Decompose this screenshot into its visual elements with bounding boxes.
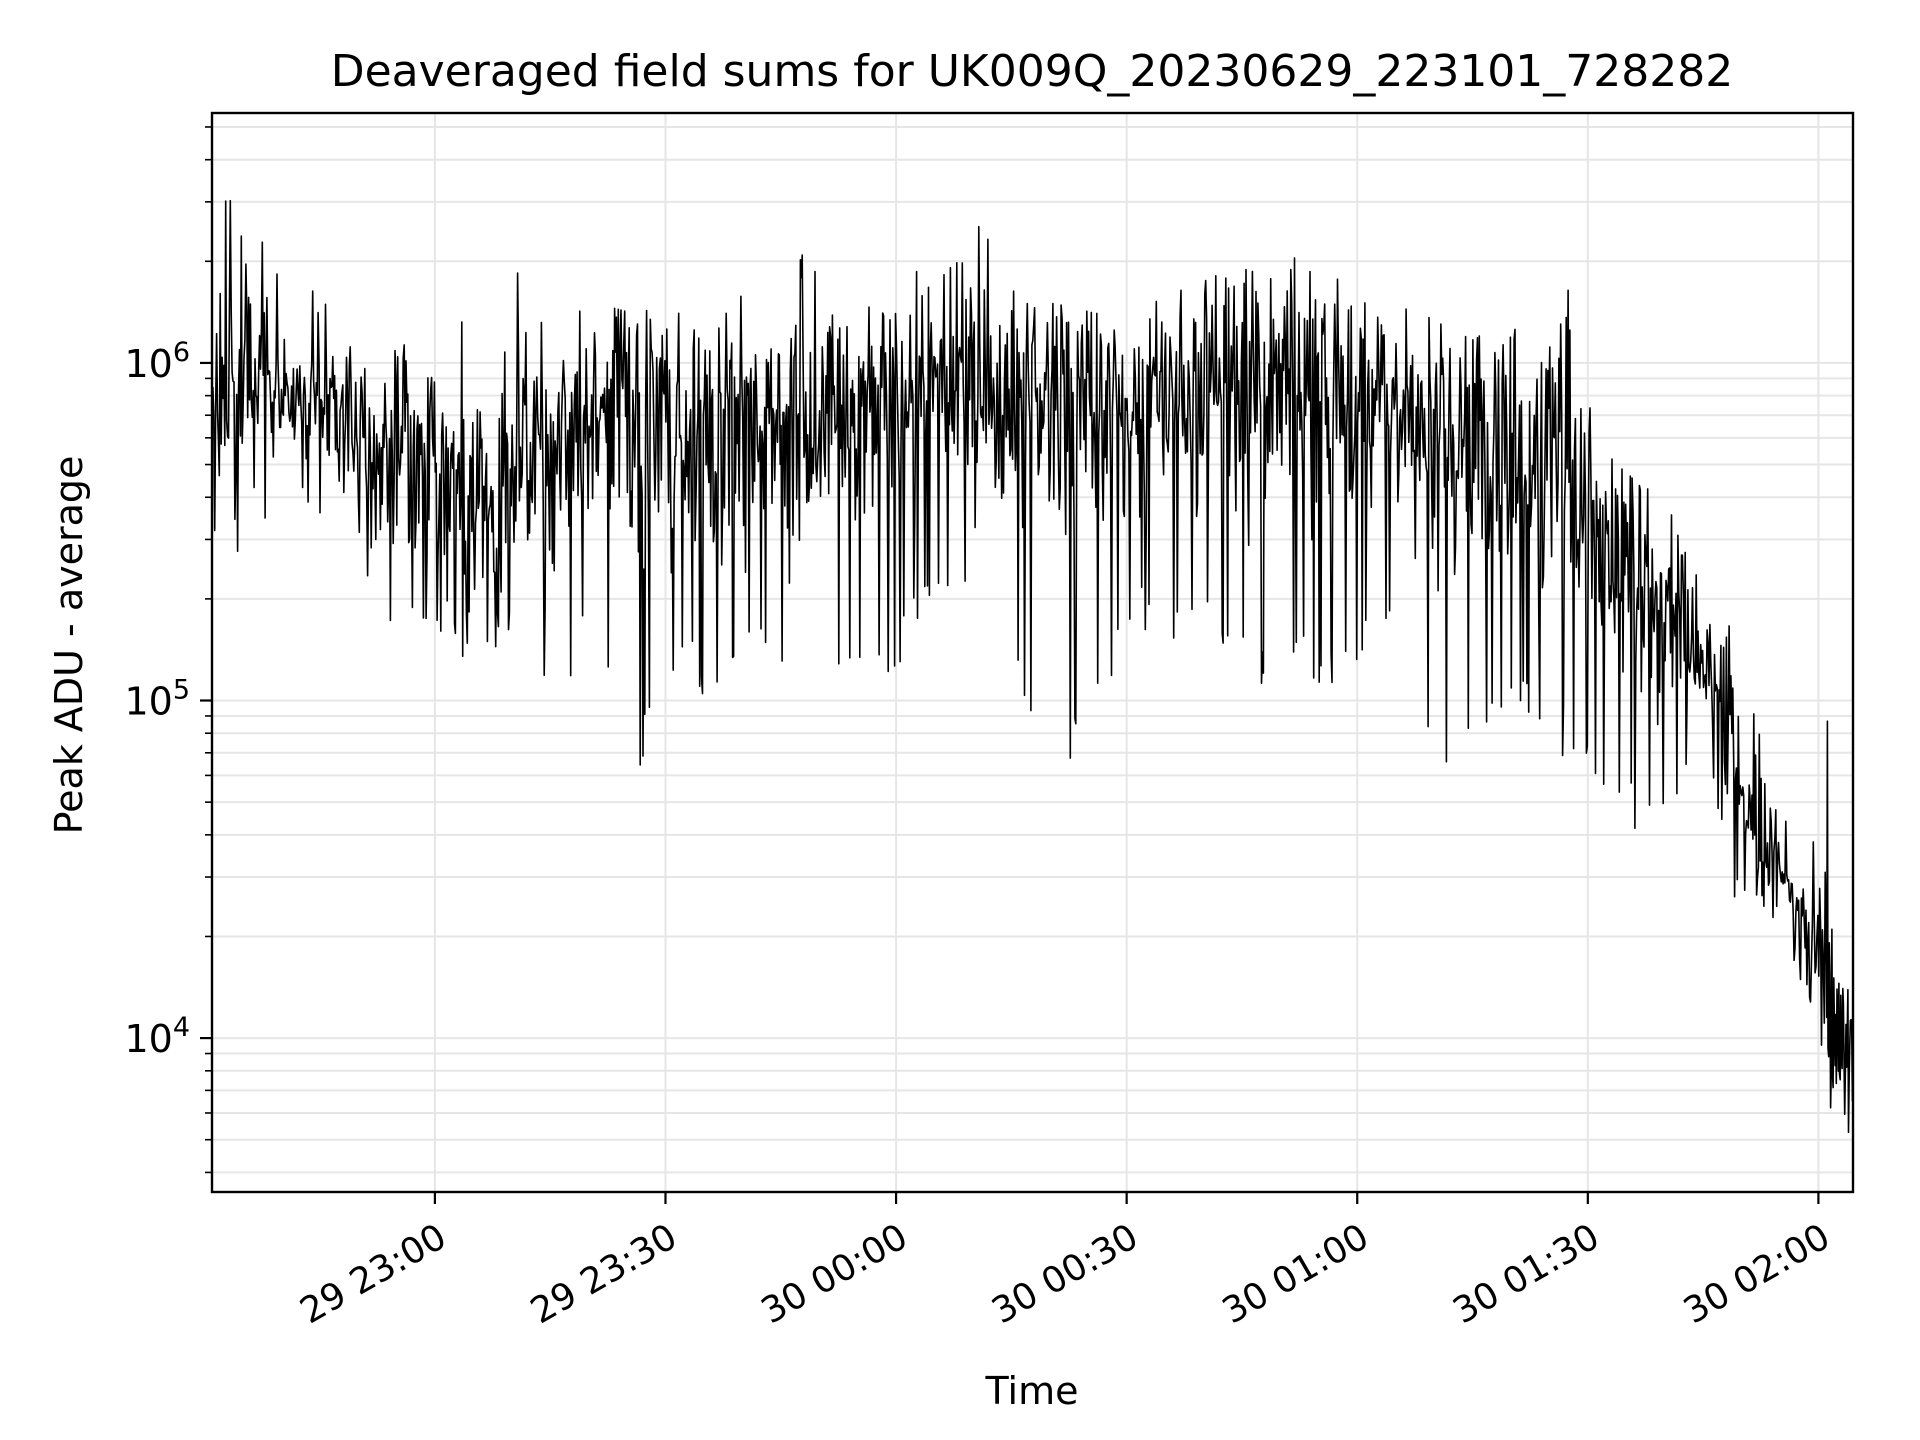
y-tick-label: 106 — [124, 337, 190, 386]
y-tick-label: 104 — [124, 1012, 190, 1061]
x-axis-label: Time — [985, 1369, 1079, 1413]
y-tick-label: 105 — [124, 675, 190, 724]
chart-title: Deaveraged field sums for UK009Q_2023062… — [331, 46, 1734, 97]
y-axis-label: Peak ADU - average — [47, 456, 91, 835]
line-layer — [211, 199, 1854, 1134]
series-line — [211, 199, 1854, 1134]
plot-frame — [210, 111, 1855, 1194]
